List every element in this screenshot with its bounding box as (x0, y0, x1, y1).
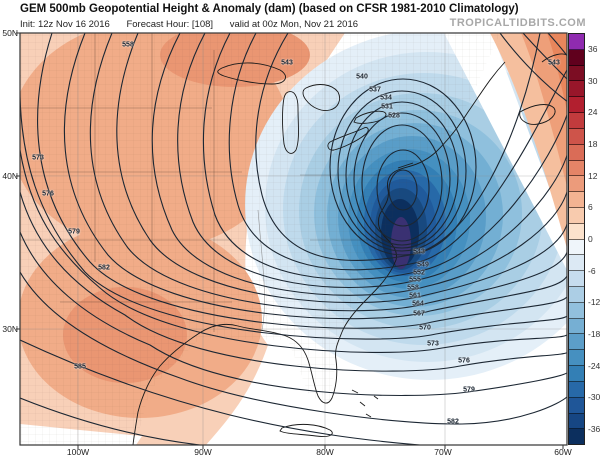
lat-label: 30N (2, 324, 18, 334)
run-info: Init: 12z Nov 16 2016 Forecast Hour: [10… (20, 19, 372, 30)
colorbar-segment (569, 318, 584, 335)
colorbar-segment (569, 160, 584, 177)
warm-ne-corner-core (547, 33, 567, 111)
colorbar-segment (569, 223, 584, 240)
lon-label: 100W (66, 447, 90, 457)
colorbar-tick: -12 (588, 297, 600, 308)
colorbar-tick: 6 (588, 202, 593, 213)
axis-ticks (16, 32, 564, 449)
warm-ne-corner-mid (521, 33, 567, 187)
anomaly-colorbar (568, 33, 585, 445)
colorbar-tick: 30 (588, 75, 598, 86)
colorbar-segment (569, 413, 584, 430)
colorbar-segment (569, 144, 584, 161)
colorbar-tick: 24 (588, 107, 598, 118)
lon-label: 70W (434, 447, 452, 457)
page-title: GEM 500mb Geopotential Height & Anomaly … (20, 3, 519, 15)
county-texture (20, 33, 500, 445)
colorbar-segment (569, 397, 584, 414)
colorbar-tick: -30 (588, 392, 600, 403)
lon-label: 90W (194, 447, 212, 457)
colorbar-tick: -36 (588, 424, 600, 435)
colorbar-segment (569, 192, 584, 208)
site-watermark: TROPICALTIDBITS.COM (449, 17, 586, 29)
colorbar-tick: 12 (588, 170, 598, 181)
colorbar-segment (569, 287, 584, 303)
colorbar-segment (569, 113, 584, 129)
colorbar-segment (569, 350, 584, 367)
colorbar-tick: 18 (588, 138, 598, 149)
colorbar-segment (569, 97, 584, 114)
lon-label: 80W (316, 447, 334, 457)
forecast-hour: Forecast Hour: [108] (126, 19, 214, 30)
colorbar-segment (569, 255, 584, 272)
colorbar-tick: -24 (588, 360, 600, 371)
colorbar-segment (569, 176, 584, 193)
height-contours (20, 33, 567, 445)
colorbar-segment (569, 366, 584, 382)
neutral-band-northeast (444, 33, 567, 271)
lat-label: 40N (2, 171, 18, 181)
map-frame (19, 32, 568, 446)
colorbar-segment (569, 381, 584, 398)
colorbar-tick: 0 (588, 234, 593, 244)
colorbar-segment (569, 334, 584, 351)
colorbar-segment (569, 65, 584, 82)
init-time: Init: 12z Nov 16 2016 (20, 19, 110, 30)
colorbar-segment (569, 49, 584, 66)
colorbar-segment (569, 271, 584, 287)
colorbar-segment (569, 302, 584, 319)
lon-label: 60W (554, 447, 572, 457)
colorbar-segment (569, 207, 584, 224)
colorbar-tick: -6 (588, 265, 596, 276)
colorbar-segment (569, 239, 584, 256)
colorbar-segment (569, 128, 584, 145)
colorbar-segment (569, 81, 584, 98)
colorbar-tick: 36 (588, 43, 598, 54)
colorbar-segment (569, 34, 584, 50)
colorbar-tick: -18 (588, 329, 600, 340)
valid-time: valid at 00z Mon, Nov 21 2016 (229, 19, 359, 30)
colorbar-segment (569, 429, 584, 445)
lat-label: 50N (2, 28, 18, 38)
graticule (20, 33, 567, 445)
